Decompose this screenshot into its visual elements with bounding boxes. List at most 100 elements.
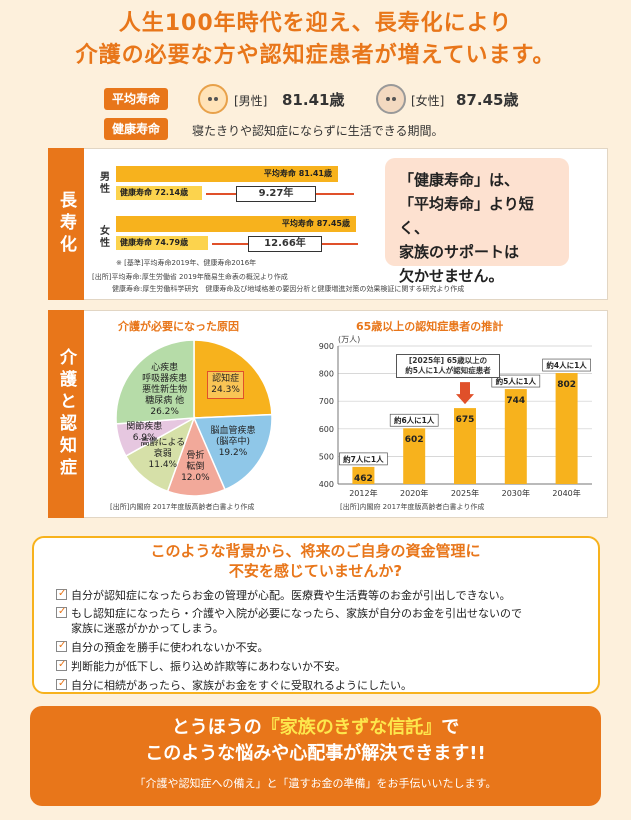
male-healthy-bar: 健康寿命 72.14歳 [116, 186, 202, 200]
banner-line1: とうほうの『家族のきずな信託』で [171, 717, 460, 738]
concern-title-line2: 不安を感じていませんか? [228, 562, 403, 580]
quote-line: 「平均寿命」より短く、 [399, 195, 534, 237]
pie-title: 介護が必要になった原因 [118, 320, 239, 333]
pie-label-line: 転倒 [186, 462, 205, 473]
female-value: 87.45歳 [456, 91, 519, 109]
pie-chart [115, 339, 273, 497]
concern-item: 自分が認知症になったらお金の管理が心配。医療費や生活費等のお金が引出しできない。 [56, 586, 511, 603]
bar-value-label: 462 [354, 474, 373, 484]
pie-label: 心疾患 呼吸器疾患 悪性新生物 糖尿病 他 26.2% [142, 363, 187, 418]
bar-value-label: 744 [506, 396, 525, 406]
y-tick-label: 500 [319, 452, 334, 461]
headline-line1: 人生100年時代を迎え、長寿化により [118, 11, 513, 36]
bar-annotation-box [339, 452, 388, 466]
pie-label-line: 高齢による [140, 438, 186, 449]
pie-label: 脳血管疾患 (脳卒中) 19.2% [210, 426, 255, 459]
bar-annotation-box [389, 413, 439, 427]
bar-callout: [2025年] 65歳以上の 約5人に1人が認知症患者 [396, 354, 500, 378]
bar-annotation-box [491, 374, 541, 388]
y-tick-label: 600 [319, 425, 334, 434]
pie-label-line: 糖尿病 他 [145, 396, 185, 407]
pie-label-line: 衰弱 [153, 449, 172, 460]
headline: 人生100年時代を迎え、長寿化により 介護の必要な方や認知症患者が増えています。 [0, 8, 631, 72]
pie-label-line: 6.9% [132, 432, 156, 443]
headline-line2: 介護の必要な方や認知症患者が増えています。 [75, 43, 556, 68]
female-gap: 12.66年 [248, 236, 322, 252]
callout-line: [2025年] 65歳以上の [408, 356, 488, 365]
female-healthy-bar: 健康寿命 74.79歳 [116, 236, 208, 250]
pie-label-line: 関節疾患 [126, 421, 163, 432]
male-gap: 9.27年 [236, 186, 316, 202]
bar-value-label: 675 [456, 415, 475, 425]
male-label: [男性] [234, 94, 268, 108]
bar-annotation: 約7人に1人 [343, 454, 384, 464]
product-name: 『家族のきずな信託』 [261, 717, 442, 738]
male-sex-label: 男性 [100, 172, 110, 195]
x-tick-label: 2020年 [400, 488, 428, 498]
bar [352, 466, 375, 484]
checkbox-icon [56, 657, 67, 672]
healthy-life-label: 健康寿命 [104, 118, 169, 140]
y-tick-label: 900 [319, 342, 334, 351]
pie-label: 関節疾患 6.9% [126, 422, 162, 444]
pie-label-line: 19.2% [218, 447, 248, 458]
quote-line: 家族のサポートは [399, 243, 520, 261]
y-tick-label: 800 [319, 370, 334, 379]
female-sex-label: 女性 [100, 226, 110, 249]
bar-source: [出所]内閣府 2017年度版高齢者白書より作成 [340, 503, 485, 511]
concern-box [32, 536, 600, 694]
pie-label-line: 悪性新生物 [142, 385, 188, 396]
quote-box: 「健康寿命」は、 「平均寿命」より短く、 家族のサポートは 欠かせません。 [385, 158, 569, 285]
pie-label-line: 12.0% [181, 473, 210, 484]
pie-label: 高齢による 衰弱 11.4% [140, 438, 185, 471]
pie-label-line: 26.2% [150, 407, 179, 418]
female-face-icon [376, 84, 406, 114]
bar-annotation: 約6人に1人 [394, 415, 435, 425]
pie-slice [192, 413, 273, 491]
male-value: 81.41歳 [282, 91, 345, 109]
female-avg-bar: 平均寿命 87.45歳 [116, 216, 356, 232]
pie-slice [115, 339, 195, 425]
bar-chart: 400 500 600 700 800 900 462 2012年 約7人に1人 602 2020年… [319, 342, 592, 498]
bar [504, 389, 527, 484]
pie-label-line: 呼吸器疾患 [142, 374, 188, 385]
source-2: 健康寿命:厚生労働科学研究 健康寿命及び地域格差の要因分析と健康増進対策の効果検… [112, 285, 465, 293]
pie-label-line: 骨折 [186, 451, 205, 462]
care-side-label: 介護と認知症 [48, 310, 84, 518]
bar-value-label: 602 [405, 435, 424, 445]
bar-value-label: 802 [557, 380, 576, 390]
bar-title: 65歳以上の認知症患者の推計 [356, 320, 504, 333]
concern-title-line1: このような背景から、将来のご自身の資金管理に [150, 542, 481, 560]
pie-source: [出所]内閣府 2017年度版高齢者白書より作成 [110, 503, 255, 511]
healthy-life-desc: 寝たきりや認知症にならずに生活できる期間。 [192, 124, 444, 138]
female-label: [女性] [411, 94, 445, 108]
pie-label: 認知症 24.3% [207, 370, 244, 399]
concern-item-cont: 家族に迷惑がかかってしまう。 [71, 622, 224, 635]
checkbox-icon [56, 604, 67, 619]
avg-life-label: 平均寿命 [104, 88, 169, 110]
bar-annotation-box [542, 358, 591, 372]
concern-item: 自分に相続があったら、家族がお金をすぐに受取れるようにしたい。 [56, 676, 412, 693]
banner-line3: 「介護や認知症への備え」と「遺すお金の準備」をお手伝いいたします。 [134, 777, 497, 790]
y-tick-label: 400 [319, 480, 334, 489]
pie-label-line: 11.4% [148, 460, 178, 471]
bar [403, 428, 426, 484]
checkbox-icon [56, 638, 67, 653]
longevity-side-label: 長寿化 [48, 148, 84, 300]
bar [454, 408, 476, 484]
source-1: [出所]平均寿命:厚生労働省 2019年簡易生命表の概況より作成 [92, 273, 288, 281]
bar-annotation: 約5人に1人 [496, 376, 537, 386]
callout-line: 約5人に1人が認知症患者 [405, 366, 491, 375]
x-tick-label: 2025年 [451, 488, 479, 498]
banner-line2: このような悩みや心配事が解決できます!! [145, 743, 486, 764]
concern-title: このような背景から、将来のご自身の資金管理に 不安を感じていませんか? [0, 541, 631, 581]
bar-unit: (万人) [338, 335, 361, 344]
pie-label-line: 認知症 [212, 373, 240, 384]
down-arrow-icon [456, 382, 474, 405]
concern-item: 自分の預金を勝手に使われないか不安。 [56, 638, 268, 655]
male-avg-bar: 平均寿命 81.41歳 [116, 166, 338, 182]
pie-label: 骨折 転倒 12.0% [181, 451, 210, 484]
checkbox-icon [56, 676, 67, 691]
pie-label-line: (脳卒中) [215, 436, 250, 447]
checkbox-icon [56, 586, 67, 601]
